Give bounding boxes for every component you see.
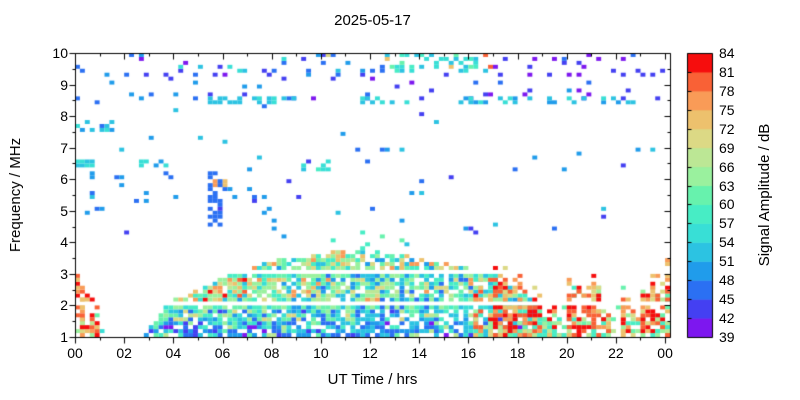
y-tick-label: 2: [60, 297, 68, 314]
x-tick-label: 12: [362, 345, 378, 361]
x-tick-label: 04: [165, 345, 182, 361]
x-tick-label: 08: [263, 345, 280, 361]
colorbar-label: Signal Amplitude / dB: [756, 123, 773, 267]
y-tick-label: 8: [60, 108, 68, 125]
x-tick-label: 00: [657, 345, 673, 361]
colorbar-tick-label: 51: [719, 253, 735, 270]
y-tick-label: 4: [60, 234, 68, 251]
colorbar-tick-label: 54: [719, 234, 735, 251]
x-tick-label: 16: [460, 345, 477, 361]
y-tick-label: 7: [60, 139, 68, 156]
x-tick-label: 10: [313, 345, 329, 361]
x-tick-label: 06: [214, 345, 231, 361]
colorbar-tick-label: 78: [719, 82, 735, 99]
colorbar-tick-label: 42: [719, 310, 735, 327]
colorbar-tick-label: 75: [719, 101, 735, 118]
colorbar-tick-label: 72: [719, 120, 735, 137]
x-tick-label: 14: [411, 345, 427, 361]
colorbar-tick-label: 48: [719, 272, 735, 289]
x-tick-label: 22: [608, 345, 624, 361]
x-tick-label: 20: [558, 345, 575, 361]
colorbar-tick-label: 60: [719, 196, 735, 213]
y-tick-label: 6: [60, 171, 68, 188]
y-tick-label: 5: [60, 202, 68, 219]
y-tick-label: 1: [60, 329, 68, 345]
colorbar-tick-label: 81: [719, 63, 735, 80]
colorbar-tick-label: 66: [719, 158, 735, 175]
x-tick-label: 02: [116, 345, 132, 361]
colorbar-tick-label: 84: [719, 45, 735, 61]
y-tick-label: 9: [60, 76, 68, 93]
colorbar-tick-label: 57: [719, 215, 735, 232]
colorbar-tick-label: 69: [719, 139, 735, 156]
y-axis-label: Frequency / MHz: [7, 137, 24, 253]
x-tick-label: 18: [509, 345, 526, 361]
colorbar-tick-label: 39: [719, 329, 735, 345]
y-tick-label: 10: [52, 45, 68, 61]
chart-title: 2025-05-17: [334, 12, 411, 29]
colorbar-tick-label: 45: [719, 291, 735, 308]
colorbar-tick-label: 63: [719, 177, 735, 194]
x-tick-label: 00: [67, 345, 83, 361]
y-tick-label: 3: [60, 265, 68, 282]
x-axis-label: UT Time / hrs: [327, 371, 418, 388]
